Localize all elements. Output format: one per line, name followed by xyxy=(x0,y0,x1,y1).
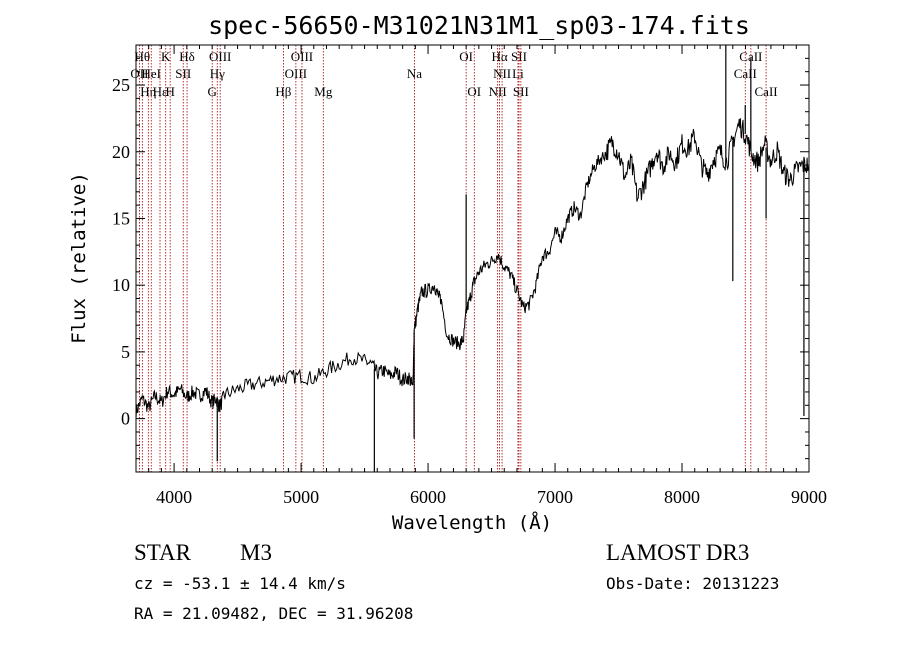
line-marker-label: Hθ xyxy=(135,49,151,64)
line-marker-label: Mg xyxy=(314,84,333,99)
x-tick-label: 7000 xyxy=(537,487,573,507)
spectral-line-markers: HθOIIHηHeIHεKHSIIHδGHγOIIIHβOIIIOIIIMgNa… xyxy=(130,45,778,472)
line-marker-label: G xyxy=(207,84,216,99)
spectrum-line xyxy=(135,118,810,420)
spectrum-trace xyxy=(135,45,810,472)
redshift-cz: cz = -53.1 ± 14.4 km/s xyxy=(134,574,346,593)
line-marker-label: OIII xyxy=(209,49,231,64)
line-marker-label: Hη xyxy=(140,84,156,99)
x-axis-label: Wavelength (Å) xyxy=(392,511,552,534)
line-marker-label: SII xyxy=(513,84,529,99)
line-marker-label: HeI xyxy=(141,66,161,81)
line-marker-label: OII xyxy=(130,66,148,81)
object-class: STAR xyxy=(134,540,192,565)
x-tick-label: 6000 xyxy=(410,487,446,507)
x-tick-label: 5000 xyxy=(283,487,319,507)
chart-title: spec-56650-M31021N31M1_sp03-174.fits xyxy=(208,11,750,40)
line-marker-label: Hε xyxy=(153,84,168,99)
obs-date: Obs-Date: 20131223 xyxy=(606,574,779,593)
line-marker-label: K xyxy=(161,49,171,64)
x-tick-label: 9000 xyxy=(791,487,827,507)
line-marker-label: NII xyxy=(493,66,511,81)
line-marker-label: CaII xyxy=(755,84,778,99)
line-marker-label: Na xyxy=(407,66,422,81)
ra-dec: RA = 21.09482, DEC = 31.96208 xyxy=(134,604,413,623)
line-marker-label: OI xyxy=(459,49,473,64)
line-marker-label: Li xyxy=(512,66,524,81)
line-marker-label: OI xyxy=(467,84,481,99)
line-marker-label: CaII xyxy=(734,66,757,81)
y-axis-label: Flux (relative) xyxy=(68,172,90,344)
x-tick-label: 4000 xyxy=(156,487,192,507)
y-tick-label: 15 xyxy=(112,208,130,228)
y-tick-label: 10 xyxy=(112,275,130,295)
line-marker-label: OIII xyxy=(291,49,313,64)
plot-frame xyxy=(135,44,810,473)
line-marker-label: SII xyxy=(511,49,527,64)
line-marker-label: SII xyxy=(175,66,191,81)
line-marker-label: CaII xyxy=(739,49,762,64)
x-tick-label: 8000 xyxy=(664,487,700,507)
axis-ticks: 4000 5000 6000 7000 8000 9000 0 5 10 15 20 25 xyxy=(112,44,827,507)
object-subclass: M3 xyxy=(240,540,272,565)
line-marker-label: NII xyxy=(489,84,507,99)
y-tick-label: 5 xyxy=(121,342,130,362)
line-marker-label: OIII xyxy=(285,66,307,81)
line-marker-label: H xyxy=(165,84,174,99)
y-tick-label: 20 xyxy=(112,142,130,162)
line-marker-label: Hβ xyxy=(275,84,291,99)
survey-name: LAMOST DR3 xyxy=(606,540,749,565)
y-tick-label: 0 xyxy=(121,409,130,429)
line-marker-label: Hα xyxy=(491,49,507,64)
line-marker-label: Hγ xyxy=(210,66,225,81)
line-marker-label: Hδ xyxy=(179,49,195,64)
y-tick-label: 25 xyxy=(112,75,130,95)
